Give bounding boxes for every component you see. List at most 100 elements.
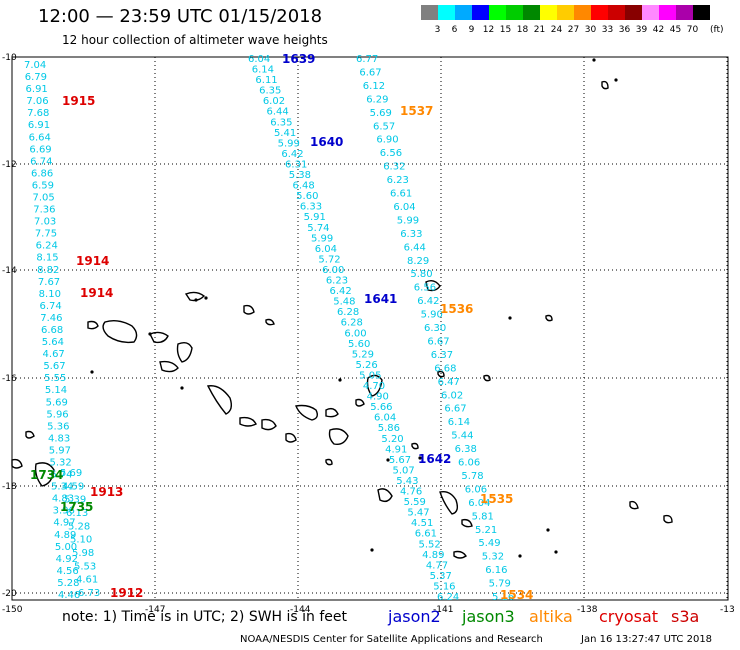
wave-height-value: 6.14	[252, 65, 274, 76]
wave-height-value: 6.04	[374, 413, 396, 424]
wave-height-value: 7.67	[38, 277, 60, 288]
legend-swatch	[642, 5, 659, 20]
satellite-name-jason3: jason3	[462, 607, 515, 626]
wave-height-value: 7.46	[40, 313, 62, 324]
wave-height-value: 6.90	[376, 135, 398, 146]
wave-height-value: 5.60	[296, 191, 318, 202]
legend-swatch	[455, 5, 472, 20]
island-outline	[261, 418, 277, 431]
wave-height-value: 6.67	[444, 404, 466, 415]
island-outline	[425, 279, 441, 292]
wave-height-value: 5.59	[404, 497, 426, 508]
legend-label: 33	[601, 25, 614, 35]
wave-height-value: 7.36	[33, 205, 55, 216]
wave-height-value: 4.83	[48, 433, 70, 444]
wave-height-value: 6.13	[66, 508, 88, 519]
wave-height-value: 4.92	[56, 554, 78, 565]
legend-unit: (ft)	[710, 25, 724, 35]
legend-label: 21	[533, 25, 546, 35]
wave-height-value: 7.75	[35, 229, 57, 240]
wave-height-value: 5.99	[397, 215, 419, 226]
wave-height-value: 5.47	[407, 508, 429, 519]
map-frame	[11, 56, 729, 601]
wave-height-value: 4.56	[56, 566, 78, 577]
island-outline	[325, 458, 333, 466]
wave-height-value: 6.57	[373, 121, 395, 132]
wave-height-value: 6.04	[468, 498, 490, 509]
wave-height-value: 6.91	[26, 84, 48, 95]
wave-height-value: 6.74	[30, 156, 52, 167]
wave-height-value: 6.11	[255, 75, 277, 86]
island-outline	[325, 407, 339, 418]
wave-height-value: 6.23	[326, 276, 348, 287]
island-outline	[206, 385, 233, 415]
wave-height-value: 5.07	[393, 465, 415, 476]
wave-height-value: 6.59	[32, 180, 54, 191]
island-outline	[184, 291, 206, 302]
wave-height-value: 4.76	[400, 487, 422, 498]
wave-height-value: 5.28	[57, 578, 79, 589]
legend-label: 70	[686, 25, 699, 35]
lon-tick-label: -13	[720, 605, 735, 615]
wave-height-value: 6.74	[39, 301, 61, 312]
wave-height-value: 8.10	[39, 289, 61, 300]
wave-height-value: 7.06	[26, 96, 48, 107]
wave-height-value: 5.38	[289, 170, 311, 181]
pass-time-label: 1734	[30, 468, 63, 482]
wave-height-value: 4.83	[52, 494, 74, 505]
island-outline	[243, 304, 255, 315]
wave-height-value: 5.64	[42, 337, 64, 348]
lat-tick-label: -16	[2, 374, 17, 384]
wave-height-value: 5.67	[389, 455, 411, 466]
wave-height-value: 6.12	[363, 81, 385, 92]
wave-height-value: 4.70	[363, 381, 385, 392]
wave-height-value: 5.32	[482, 552, 504, 563]
island-outline	[355, 398, 365, 407]
wave-height-value: 5.00	[55, 542, 77, 553]
legend-swatch	[421, 5, 438, 20]
island-outline	[461, 518, 473, 528]
wave-height-value: 6.33	[400, 229, 422, 240]
wave-height-value: 5.72	[318, 254, 340, 265]
legend-label: 42	[652, 25, 665, 35]
island-outline	[601, 80, 609, 90]
islet-dot	[546, 528, 550, 532]
legend-label: 36	[618, 25, 631, 35]
wave-height-value: 6.91	[28, 120, 50, 131]
island-outline	[366, 374, 383, 397]
wave-height-value: 6.29	[366, 94, 388, 105]
wave-height-value: 5.36	[47, 421, 69, 432]
wave-height-value: 5.97	[49, 445, 71, 456]
wave-height-value: 6.24	[36, 241, 58, 252]
pass-time-label: 1912	[110, 586, 143, 600]
satellite-name-cryosat: cryosat	[599, 607, 659, 626]
lon-tick-label: -150	[2, 605, 23, 615]
wave-height-value: 7.03	[34, 217, 56, 228]
wave-height-value: 6.28	[341, 318, 363, 329]
wave-height-value: 5.41	[274, 128, 296, 139]
islet-dot	[90, 370, 94, 374]
credit-line: NOAA/NESDIS Center for Satellite Applica…	[240, 634, 543, 645]
islet-dot	[508, 316, 512, 320]
lat-tick-label: -18	[2, 482, 17, 492]
wave-height-value: 4.51	[411, 518, 433, 529]
islet-dot	[386, 458, 390, 462]
pass-time-label: 1535	[480, 492, 513, 506]
islet-dot	[370, 548, 374, 552]
wave-height-value: 6.48	[292, 181, 314, 192]
wave-height-value: 4.91	[385, 444, 407, 455]
legend-label: 15	[499, 25, 512, 35]
wave-height-value: 6.47	[438, 377, 460, 388]
wave-height-value: 6.30	[424, 323, 446, 334]
wave-height-value: 5.16	[492, 592, 514, 603]
satellite-name-s3a: s3a	[671, 607, 700, 626]
wave-height-value: 5.05	[359, 370, 381, 381]
wave-height-value: 5.99	[311, 233, 333, 244]
wave-height-value: 5.49	[478, 538, 500, 549]
wave-height-value: 6.02	[441, 390, 463, 401]
pass-time-label: 1913	[90, 485, 123, 499]
pass-time-label: 1641	[364, 292, 397, 306]
island-outline	[439, 490, 459, 515]
islet-dot	[518, 554, 522, 558]
